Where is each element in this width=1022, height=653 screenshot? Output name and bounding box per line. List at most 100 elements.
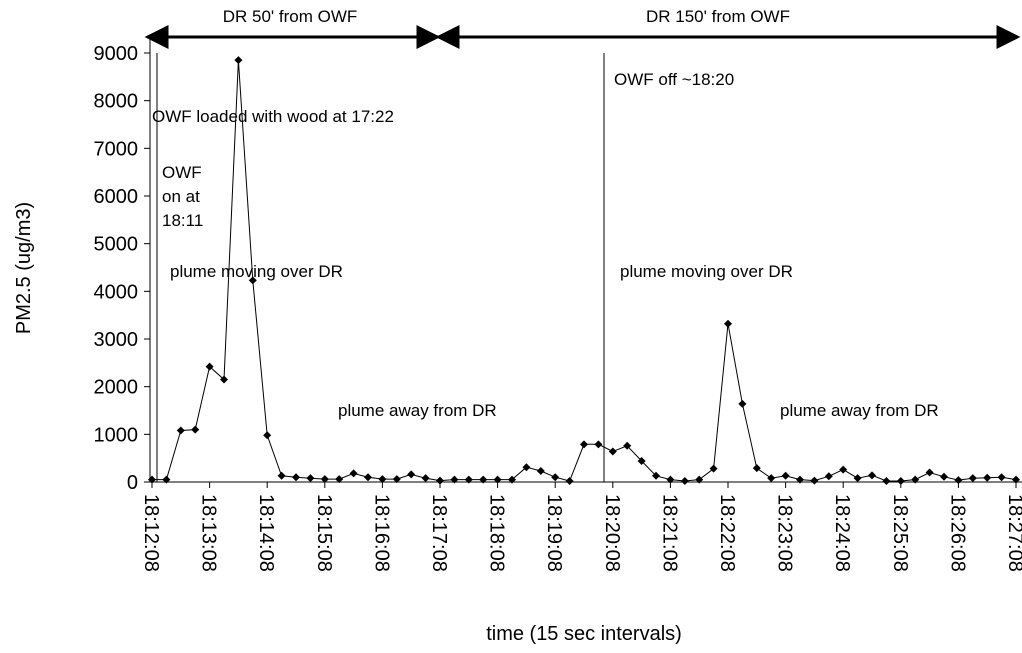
y-tick-label: 3000 [94, 329, 139, 351]
annotation: 18:11 [162, 211, 203, 230]
annotation: plume away from DR [338, 401, 497, 420]
x-tick-label: 18:19:08 [543, 494, 565, 572]
data-point [925, 468, 934, 477]
data-point [277, 471, 286, 480]
data-point [666, 475, 675, 484]
data-point [536, 467, 545, 476]
data-point [824, 472, 833, 481]
data-point [234, 56, 243, 65]
annotation: on at [162, 187, 200, 206]
data-point [594, 440, 603, 449]
data-point [680, 477, 689, 486]
x-tick-label: 18:25:08 [889, 494, 911, 572]
x-tick-label: 18:16:08 [370, 494, 392, 572]
data-point [896, 477, 905, 486]
data-point [810, 476, 819, 485]
data-point [450, 475, 459, 484]
data-point [364, 473, 372, 482]
data-point [248, 276, 257, 285]
y-tick-label: 6000 [94, 186, 139, 208]
data-point [623, 441, 632, 450]
range-label: DR 150' from OWF [646, 7, 790, 26]
y-tick-label: 8000 [94, 91, 139, 113]
x-tick-label: 18:18:08 [486, 494, 508, 572]
data-point [1012, 475, 1020, 484]
data-point [378, 475, 387, 484]
y-tick-label: 7000 [94, 138, 139, 160]
data-point [839, 465, 848, 474]
data-point [652, 471, 660, 480]
data-point [220, 375, 228, 384]
x-tick-label: 18:21:08 [658, 494, 680, 572]
data-point [796, 475, 804, 484]
data-point [781, 471, 790, 480]
data-point [479, 475, 488, 484]
data-point [176, 426, 185, 435]
data-point [335, 475, 344, 484]
data-point [997, 473, 1006, 482]
data-point [392, 475, 401, 484]
data-point [968, 474, 977, 483]
annotation: plume moving over DR [620, 262, 793, 281]
data-point [911, 475, 920, 484]
data-point [565, 477, 574, 486]
data-point [407, 470, 416, 479]
data-point [421, 474, 430, 483]
data-point [954, 476, 963, 485]
data-point [940, 472, 948, 481]
data-point [868, 471, 876, 480]
data-point [508, 475, 516, 484]
data-point [436, 476, 444, 485]
x-tick-label: 18:14:08 [255, 494, 277, 572]
data-point [148, 475, 156, 484]
annotation: OWF off ~18:20 [614, 70, 734, 89]
x-tick-label: 18:22:08 [716, 494, 738, 572]
data-point [551, 473, 560, 482]
data-point [637, 457, 646, 466]
data-point [263, 431, 272, 440]
data-point [752, 464, 761, 473]
data-point [162, 475, 171, 484]
x-tick-label: 18:26:08 [946, 494, 968, 572]
x-tick-label: 18:24:08 [831, 494, 853, 572]
data-point [191, 425, 200, 434]
x-tick-label: 18:20:08 [601, 494, 623, 572]
data-point [580, 440, 588, 449]
y-tick-label: 5000 [94, 234, 139, 256]
x-axis-label: time (15 sec intervals) [486, 623, 682, 645]
data-point [695, 475, 704, 484]
data-point [205, 362, 214, 371]
y-axis-label: PM2.5 (ug/m3) [13, 202, 35, 334]
data-point [882, 477, 891, 486]
data-point [320, 475, 329, 484]
x-tick-label: 18:13:08 [198, 494, 220, 572]
x-tick-label: 18:23:08 [774, 494, 796, 572]
y-tick-label: 4000 [94, 281, 139, 303]
y-tick-label: 2000 [94, 377, 139, 399]
x-tick-label: 18:27:08 [1004, 494, 1022, 572]
data-point [349, 469, 358, 478]
data-point [709, 464, 718, 473]
x-tick-label: 18:12:08 [140, 494, 162, 572]
y-tick-label: 9000 [94, 43, 139, 65]
annotation: plume away from DR [780, 401, 939, 420]
data-point [983, 473, 992, 482]
x-tick-label: 18:17:08 [428, 494, 450, 572]
data-point [522, 463, 531, 472]
range-label: DR 50' from OWF [223, 7, 358, 26]
data-point [724, 319, 732, 328]
data-point [493, 475, 502, 484]
x-tick-label: 18:15:08 [313, 494, 335, 572]
annotation: OWF loaded with wood at 17:22 [152, 107, 394, 126]
annotation: OWF [162, 163, 202, 182]
annotation: plume moving over DR [170, 262, 343, 281]
y-tick-label: 1000 [94, 424, 139, 446]
data-point [306, 474, 315, 483]
data-point [853, 474, 862, 483]
data-point [292, 473, 300, 482]
y-tick-label: 0 [127, 472, 138, 494]
data-point [608, 447, 617, 456]
data-point [738, 399, 747, 408]
data-point [464, 475, 473, 484]
